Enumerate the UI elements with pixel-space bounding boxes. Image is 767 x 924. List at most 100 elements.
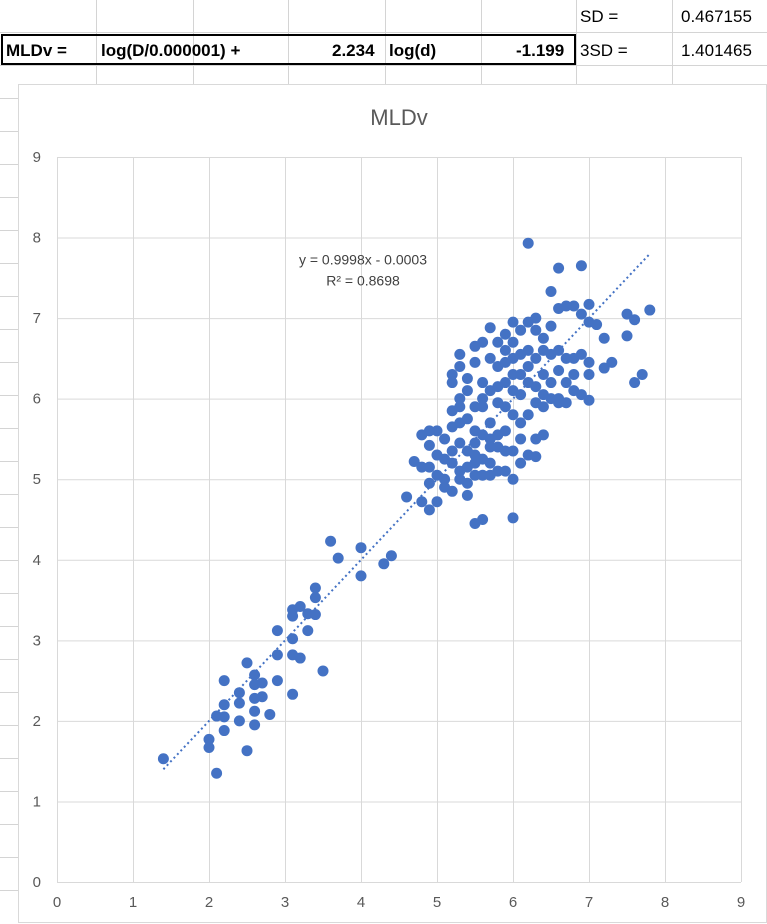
log-d-cell[interactable]: log(d) (389, 41, 437, 60)
data-point (325, 535, 337, 547)
x-tick-label: 8 (661, 894, 669, 911)
data-point (477, 469, 489, 481)
data-point (233, 715, 245, 727)
data-point (515, 324, 527, 336)
data-point (553, 393, 565, 405)
data-point (416, 461, 428, 473)
data-point (469, 340, 481, 352)
data-point (439, 473, 451, 485)
three-sd-value[interactable]: 1.401465 (681, 41, 752, 60)
data-point (203, 741, 215, 753)
data-point (218, 725, 230, 737)
coefficient-cell[interactable]: 2.234 (332, 41, 375, 60)
data-point (583, 298, 595, 310)
data-point (454, 417, 466, 429)
formula-term-cell[interactable]: log(D/0.000001) + (101, 41, 241, 60)
data-point (522, 237, 534, 249)
data-point (499, 344, 511, 356)
data-point (423, 461, 435, 473)
three-sd-label[interactable]: 3SD = (580, 41, 628, 60)
data-point (423, 477, 435, 489)
data-point (423, 439, 435, 451)
x-tick-label: 3 (281, 894, 289, 911)
data-point (598, 332, 610, 344)
data-point (408, 456, 420, 467)
data-point (507, 316, 519, 328)
data-point (446, 377, 458, 389)
data-point (530, 312, 542, 324)
data-point (461, 445, 473, 457)
mldv-label-cell[interactable]: MLDv = (6, 41, 67, 60)
data-point (606, 356, 618, 368)
data-point (522, 360, 534, 372)
y-tick-label: 7 (33, 310, 41, 327)
data-point (439, 433, 451, 445)
data-point (446, 485, 458, 497)
data-point (469, 457, 481, 469)
data-point (575, 308, 587, 320)
data-point (530, 352, 542, 364)
data-point (249, 669, 261, 681)
x-tick-label: 1 (129, 894, 137, 911)
data-point (499, 356, 511, 368)
data-point (241, 745, 253, 757)
data-point (454, 360, 466, 372)
data-point (454, 437, 466, 449)
data-point (454, 473, 466, 485)
chart-area[interactable]: MLDv 0 1 2 3 4 5 6 7 8 9 0 1 2 3 4 5 6 7 8 9 y = 0.9998x - 0.… (18, 84, 767, 923)
data-point (522, 344, 534, 356)
y-tick-label: 5 (33, 471, 41, 488)
data-point (530, 451, 542, 463)
data-point (446, 369, 458, 380)
data-point (256, 691, 268, 703)
data-point (477, 393, 489, 405)
data-point (461, 385, 473, 397)
data-point (537, 401, 549, 413)
data-point (385, 550, 397, 562)
data-point (233, 687, 245, 699)
data-point (287, 688, 299, 700)
data-point (530, 433, 542, 445)
data-point (401, 491, 413, 503)
data-point (477, 401, 489, 413)
data-point (302, 625, 314, 637)
data-point (621, 308, 633, 320)
data-point (522, 409, 534, 421)
y-tick-label: 1 (33, 793, 41, 810)
data-point (499, 465, 511, 477)
sd-value[interactable]: 0.467155 (681, 7, 752, 26)
data-point (507, 385, 519, 397)
data-point (530, 381, 542, 393)
data-point (553, 364, 565, 376)
data-point (583, 356, 595, 368)
y-tick-label: 0 (33, 874, 41, 891)
data-point (636, 369, 648, 380)
data-point (264, 708, 276, 720)
data-point (203, 733, 215, 745)
data-point (309, 592, 321, 604)
trendline-equation: y = 0.9998x - 0.0003 (299, 252, 427, 268)
data-point (515, 457, 527, 469)
data-point (469, 356, 481, 368)
sd-label[interactable]: SD = (580, 7, 619, 26)
data-point (294, 601, 306, 612)
trendline (162, 253, 651, 770)
data-point (431, 425, 443, 437)
data-point (560, 377, 572, 389)
data-point (271, 675, 283, 687)
data-point (568, 385, 580, 397)
data-point (454, 348, 466, 360)
data-point (332, 552, 344, 564)
intercept-cell[interactable]: -1.199 (516, 41, 565, 60)
y-tick-label: 6 (33, 391, 41, 408)
data-point (499, 401, 511, 413)
x-tick-label: 6 (509, 894, 517, 911)
data-point (537, 344, 549, 356)
data-point (423, 504, 435, 516)
x-tick-label: 2 (205, 894, 213, 911)
data-point (469, 401, 481, 413)
data-point (271, 649, 283, 661)
data-point (568, 369, 580, 380)
data-point (294, 652, 306, 664)
